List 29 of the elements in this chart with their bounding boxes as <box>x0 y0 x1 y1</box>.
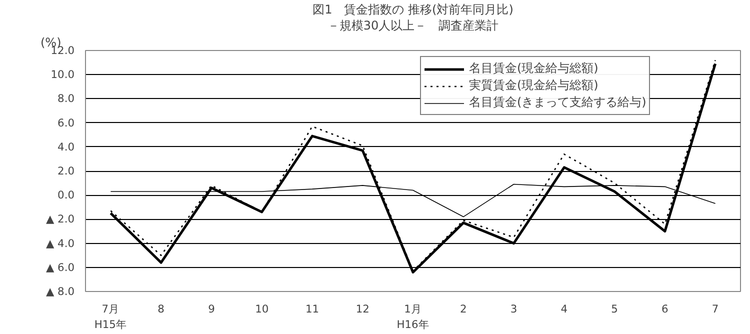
x-tick-label: 11 <box>305 302 320 316</box>
y-tick-label: ▲ 8.0 <box>46 285 75 298</box>
x-tick-label: 10 <box>255 302 269 316</box>
legend-label: 実質賃金(現金給与総額) <box>469 77 598 94</box>
x-tick-label: 8 <box>158 302 165 316</box>
y-tick-label: 8.0 <box>58 92 75 106</box>
y-tick-label: 6.0 <box>58 116 75 130</box>
x-tick-label: 7月 H15年 <box>94 302 127 332</box>
y-tick-label: ▲ 2.0 <box>46 212 75 226</box>
chart-title: 図1 賃金指数の 推移(対前年同月比) <box>312 2 514 16</box>
legend-label: 名目賃金(きまって支給する給与) <box>469 94 646 111</box>
y-tick-label: 2.0 <box>58 164 75 178</box>
chart-subtitle: －規模30人以上－ 調査産業計 <box>327 18 499 32</box>
legend-label: 名目賃金(現金給与総額) <box>469 60 598 77</box>
x-tick-label: 12 <box>356 302 370 316</box>
y-axis-title: (%) <box>40 36 62 50</box>
y-tick-label: 0.0 <box>58 188 75 202</box>
x-tick-label: 3 <box>510 302 518 316</box>
x-tick-label: 5 <box>611 302 618 316</box>
x-tick-label: 7 <box>712 302 719 316</box>
y-tick-label: ▲ 4.0 <box>46 236 75 250</box>
x-tick-label: 9 <box>208 302 216 316</box>
x-tick-label: 6 <box>662 302 669 316</box>
x-tick-label: 2 <box>460 302 467 316</box>
y-tick-label: 4.0 <box>58 140 75 154</box>
y-tick-label: ▲ 6.0 <box>46 260 75 274</box>
y-tick-label: 10.0 <box>50 68 75 82</box>
x-tick-label: 1月 H16年 <box>396 302 430 332</box>
x-tick-label: 4 <box>560 302 568 316</box>
